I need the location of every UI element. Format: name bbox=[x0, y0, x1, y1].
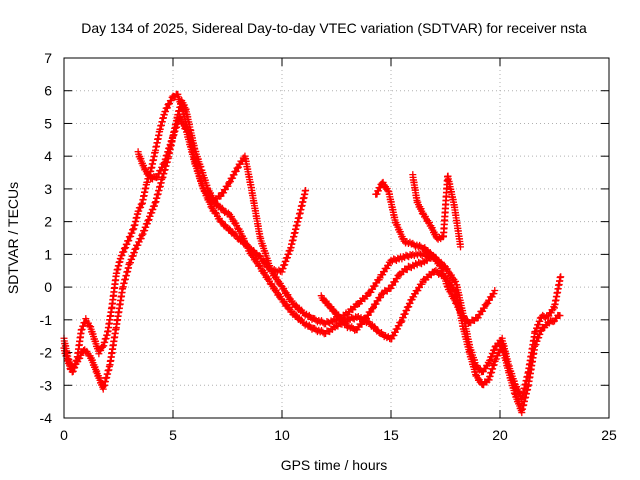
x-tick-label: 20 bbox=[492, 427, 508, 443]
data-point bbox=[224, 209, 232, 217]
data-point bbox=[397, 318, 405, 326]
x-tick-label: 5 bbox=[169, 427, 177, 443]
y-tick-label: 2 bbox=[44, 214, 52, 230]
y-tick-label: 0 bbox=[44, 279, 52, 295]
chart-title: Day 134 of 2025, Sidereal Day-to-day VTE… bbox=[81, 20, 587, 36]
data-point bbox=[134, 241, 142, 249]
series-track-4 bbox=[372, 178, 499, 327]
y-tick-label: 1 bbox=[44, 246, 52, 262]
y-tick-label: -1 bbox=[40, 312, 53, 328]
data-series bbox=[60, 90, 565, 417]
y-tick-label: -4 bbox=[40, 410, 53, 426]
data-point bbox=[234, 163, 242, 171]
y-tick-label: 3 bbox=[44, 181, 52, 197]
series-track-6 bbox=[317, 252, 437, 334]
y-tick-label: 7 bbox=[44, 50, 52, 66]
x-axis-label: GPS time / hours bbox=[281, 457, 388, 473]
data-point bbox=[181, 124, 189, 132]
data-point bbox=[377, 293, 385, 301]
data-point bbox=[547, 309, 555, 317]
y-tick-label: 6 bbox=[44, 83, 52, 99]
data-point bbox=[160, 160, 168, 168]
data-point bbox=[234, 164, 242, 172]
data-point bbox=[383, 264, 391, 272]
data-point bbox=[491, 286, 499, 294]
data-point bbox=[401, 310, 409, 318]
data-point bbox=[158, 163, 166, 171]
data-point bbox=[384, 261, 392, 269]
data-point bbox=[405, 303, 413, 311]
data-point bbox=[492, 355, 500, 363]
axis-ticks: 0 5 10 15 20 25 -4 -3 -2 -1 0 1 2 3 4 5 6 7 bbox=[40, 50, 617, 443]
data-point bbox=[229, 174, 237, 182]
data-point bbox=[224, 182, 232, 190]
data-point bbox=[398, 317, 406, 325]
data-point bbox=[154, 173, 162, 181]
data-point bbox=[399, 314, 407, 322]
y-tick-label: 5 bbox=[44, 115, 52, 131]
data-point bbox=[498, 342, 506, 350]
data-point bbox=[394, 325, 402, 333]
x-tick-label: 10 bbox=[274, 427, 290, 443]
data-point bbox=[403, 306, 411, 314]
data-point bbox=[85, 322, 93, 330]
data-point bbox=[429, 252, 437, 260]
y-axis-label: SDTVAR / TECUs bbox=[5, 182, 21, 294]
data-point bbox=[152, 174, 160, 182]
data-point bbox=[367, 288, 375, 296]
data-point bbox=[482, 364, 490, 372]
data-point bbox=[369, 305, 377, 313]
x-tick-label: 15 bbox=[383, 427, 399, 443]
series-track-2 bbox=[60, 97, 564, 417]
data-point bbox=[255, 262, 263, 270]
data-point bbox=[232, 167, 240, 175]
data-point bbox=[452, 277, 460, 285]
series-track-5 bbox=[409, 171, 465, 251]
data-point bbox=[425, 218, 433, 226]
data-point bbox=[390, 331, 398, 339]
data-point bbox=[379, 271, 387, 279]
x-tick-label: 0 bbox=[60, 427, 68, 443]
data-point bbox=[137, 235, 145, 243]
data-point bbox=[371, 282, 379, 290]
data-point bbox=[302, 186, 310, 194]
data-point bbox=[557, 273, 565, 281]
y-tick-label: -3 bbox=[40, 377, 53, 393]
data-point bbox=[406, 299, 414, 307]
x-tick-label: 25 bbox=[601, 427, 617, 443]
data-point bbox=[76, 354, 84, 362]
data-point bbox=[98, 343, 106, 351]
data-point bbox=[414, 287, 422, 295]
y-tick-label: 4 bbox=[44, 148, 52, 164]
data-point bbox=[138, 231, 146, 239]
data-point bbox=[490, 290, 498, 298]
data-point bbox=[212, 209, 220, 217]
plot-frame bbox=[63, 57, 610, 419]
data-point bbox=[549, 318, 557, 326]
data-point bbox=[167, 96, 175, 104]
data-point bbox=[418, 280, 426, 288]
data-point bbox=[436, 261, 444, 269]
data-point bbox=[373, 190, 381, 198]
data-point bbox=[556, 312, 564, 320]
y-tick-label: -2 bbox=[40, 345, 53, 361]
data-point bbox=[157, 166, 165, 174]
data-point bbox=[410, 293, 418, 301]
series-track-3 bbox=[134, 113, 310, 276]
data-point bbox=[225, 179, 233, 187]
data-point bbox=[457, 243, 465, 251]
